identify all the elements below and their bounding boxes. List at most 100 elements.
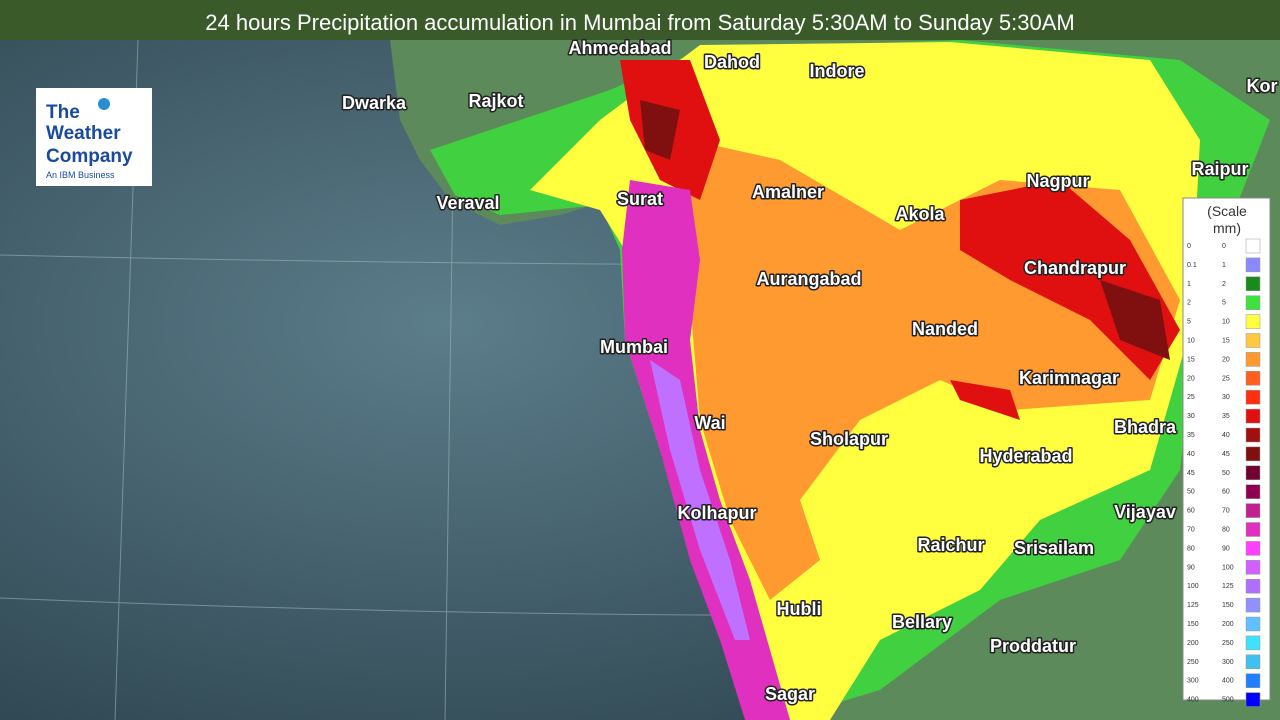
legend-high: 1 <box>1222 262 1226 269</box>
city-label: Dwarka <box>342 93 407 113</box>
legend-low: 1 <box>1187 281 1191 288</box>
legend-low: 35 <box>1187 432 1195 439</box>
legend-high: 40 <box>1222 432 1230 439</box>
legend-low: 2 <box>1187 300 1191 307</box>
city-label: Bellary <box>892 612 952 632</box>
precip-red <box>620 60 1180 420</box>
legend-swatch <box>1245 408 1261 424</box>
legend-low: 10 <box>1187 338 1195 345</box>
legend-high: 10 <box>1222 319 1230 326</box>
legend-low: 70 <box>1187 527 1195 534</box>
legend-low: 5 <box>1187 319 1191 326</box>
city-label: Srisailam <box>1014 538 1094 558</box>
legend-low: 30 <box>1187 413 1195 420</box>
legend-low: 125 <box>1187 602 1199 609</box>
legend-heading: (Scale <box>1207 203 1247 219</box>
legend-low: 400 <box>1187 697 1199 704</box>
legend-high: 250 <box>1222 640 1234 647</box>
legend-swatch <box>1245 692 1261 707</box>
legend-heading: mm) <box>1213 220 1241 236</box>
legend-swatch <box>1245 616 1261 632</box>
legend-swatch <box>1245 578 1261 594</box>
legend-high: 35 <box>1222 413 1230 420</box>
legend-swatch <box>1245 238 1261 254</box>
title-bar <box>0 0 1280 40</box>
legend-high: 20 <box>1222 356 1230 363</box>
city-label: Ahmedabad <box>568 38 671 58</box>
legend-low: 45 <box>1187 470 1195 477</box>
legend-low: 0.1 <box>1187 262 1197 269</box>
city-label: Wai <box>694 413 725 433</box>
city-label: Vijayav <box>1114 502 1176 522</box>
legend-low: 250 <box>1187 659 1199 666</box>
legend-high: 100 <box>1222 564 1234 571</box>
legend-high: 125 <box>1222 583 1234 590</box>
legend-high: 200 <box>1222 621 1234 628</box>
legend-swatch <box>1245 389 1261 405</box>
logo-drop <box>98 98 110 110</box>
legend-low: 40 <box>1187 451 1195 458</box>
legend-high: 300 <box>1222 659 1234 666</box>
legend-high: 2 <box>1222 281 1226 288</box>
city-label: Proddatur <box>990 636 1076 656</box>
legend-high: 30 <box>1222 394 1230 401</box>
logo-line: Weather <box>46 123 121 144</box>
legend-low: 15 <box>1187 356 1195 363</box>
city-labels: Ahmedabad Dahod Indore Dwarka Rajkot Kor Raipu… <box>340 37 1279 706</box>
city-label: Kor <box>1247 76 1278 96</box>
city-label: Chandrapur <box>1024 258 1126 278</box>
legend-swatch <box>1245 352 1261 367</box>
legend-high: 400 <box>1222 678 1234 685</box>
legend-high: 25 <box>1222 375 1230 382</box>
legend-low: 300 <box>1187 678 1199 685</box>
city-label: Hubli <box>777 599 822 619</box>
logo-box <box>36 88 152 186</box>
city-label: Mumbai <box>600 337 668 357</box>
legend-swatch <box>1245 314 1261 329</box>
legend-high: 0 <box>1222 243 1226 250</box>
legend-swatch <box>1245 522 1261 537</box>
legend-swatch <box>1245 371 1261 386</box>
legend-swatch <box>1245 654 1261 670</box>
legend-swatch <box>1245 673 1261 688</box>
city-label: Indore <box>809 61 864 81</box>
logo-line: Company <box>46 146 133 167</box>
legend-swatch <box>1245 541 1261 556</box>
city-label: Bhadra <box>1114 417 1177 437</box>
legend-high: 150 <box>1222 602 1234 609</box>
city-label: Kolhapur <box>678 503 757 523</box>
city-label: Surat <box>617 189 663 209</box>
legend-high: 5 <box>1222 300 1226 307</box>
legend-low: 60 <box>1187 508 1195 515</box>
city-label: Sagar <box>765 684 815 704</box>
legend-low: 80 <box>1187 545 1195 552</box>
city-label: Dahod <box>704 52 760 72</box>
legend-low: 150 <box>1187 621 1199 628</box>
logo-tagline: An IBM Business <box>46 170 115 180</box>
legend-swatch <box>1245 484 1261 499</box>
city-label: Akola <box>895 204 945 224</box>
legend-high: 70 <box>1222 508 1230 515</box>
legend-low: 20 <box>1187 375 1195 382</box>
city-label: Aurangabad <box>756 269 861 289</box>
legend-low: 100 <box>1187 583 1199 590</box>
legend-high: 50 <box>1222 470 1230 477</box>
city-label: Raipur <box>1191 159 1248 179</box>
legend-low: 90 <box>1187 564 1195 571</box>
legend-swatch <box>1245 333 1261 348</box>
legend-swatch <box>1245 295 1261 310</box>
legend-swatch <box>1245 257 1261 273</box>
legend-high: 45 <box>1222 451 1230 458</box>
legend-low: 0 <box>1187 243 1191 250</box>
legend-high: 500 <box>1222 697 1234 704</box>
city-label: Rajkot <box>468 91 523 111</box>
legend-swatch <box>1245 446 1261 462</box>
legend-high: 15 <box>1222 338 1230 345</box>
precip-violet <box>650 360 750 640</box>
city-label: Karimnagar <box>1019 368 1119 388</box>
city-label: Veraval <box>436 193 499 213</box>
city-label: Amalner <box>752 182 824 202</box>
legend-swatch <box>1245 503 1261 518</box>
legend-swatch <box>1245 635 1261 651</box>
